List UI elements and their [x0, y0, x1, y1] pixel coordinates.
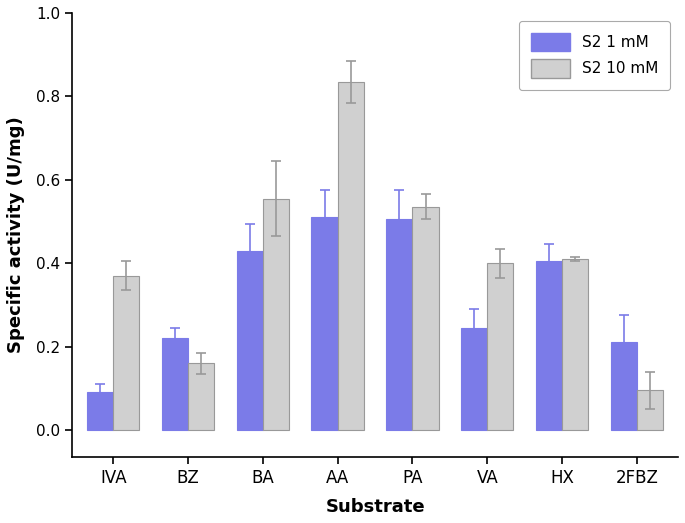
Legend: S2 1 mM, S2 10 mM: S2 1 mM, S2 10 mM — [519, 20, 671, 90]
Bar — [487, 263, 514, 430]
Bar — [338, 82, 364, 430]
Bar — [611, 343, 637, 430]
Bar — [312, 218, 338, 430]
X-axis label: Substrate: Substrate — [325, 498, 425, 516]
Bar — [188, 363, 214, 430]
Bar — [562, 259, 588, 430]
Bar — [412, 207, 438, 430]
Bar — [263, 199, 289, 430]
Bar — [536, 261, 562, 430]
Bar — [461, 328, 487, 430]
Bar — [162, 338, 188, 430]
Bar — [637, 390, 663, 430]
Y-axis label: Specific activity (U/mg): Specific activity (U/mg) — [7, 117, 25, 354]
Bar — [386, 220, 412, 430]
Bar — [237, 251, 263, 430]
Bar — [87, 392, 113, 430]
Bar — [113, 276, 140, 430]
